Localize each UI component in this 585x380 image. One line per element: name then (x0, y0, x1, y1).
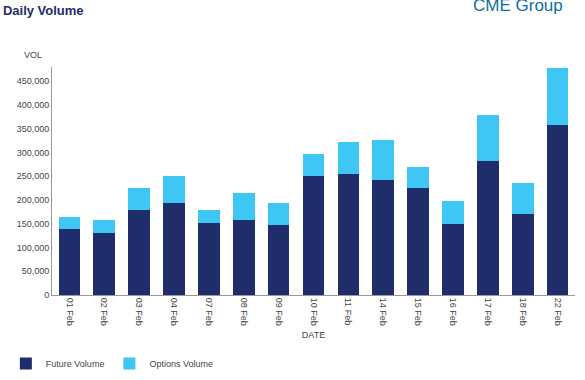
svg-text:50,000: 50,000 (22, 266, 50, 276)
svg-text:14 Feb: 14 Feb (378, 298, 388, 326)
svg-text:18 Feb: 18 Feb (518, 298, 528, 326)
svg-text:450,000: 450,000 (17, 76, 50, 86)
svg-text:09 Feb: 09 Feb (274, 298, 284, 326)
svg-text:Daily Volume: Daily Volume (3, 3, 84, 18)
svg-text:01 Feb: 01 Feb (65, 298, 75, 326)
svg-text:07 Feb: 07 Feb (204, 298, 214, 326)
svg-text:300,000: 300,000 (17, 148, 50, 158)
svg-text:200,000: 200,000 (17, 195, 50, 205)
svg-text:150,000: 150,000 (17, 219, 50, 229)
svg-text:Options Volume: Options Volume (149, 359, 213, 369)
svg-text:22 Feb: 22 Feb (553, 298, 563, 326)
svg-text:10 Feb: 10 Feb (309, 298, 319, 326)
svg-text:400,000: 400,000 (17, 100, 50, 110)
svg-text:03 Feb: 03 Feb (134, 298, 144, 326)
svg-text:11 Feb: 11 Feb (343, 298, 353, 325)
svg-text:04 Feb: 04 Feb (169, 298, 179, 326)
svg-text:15 Feb: 15 Feb (413, 298, 423, 326)
svg-text:Future Volume: Future Volume (46, 359, 105, 369)
svg-text:16 Feb: 16 Feb (448, 298, 458, 326)
svg-text:CME Group: CME Group (473, 0, 563, 15)
svg-text:100,000: 100,000 (17, 243, 50, 253)
svg-text:02 Feb: 02 Feb (99, 298, 109, 326)
svg-text:17 Feb: 17 Feb (483, 298, 493, 326)
svg-text:250,000: 250,000 (17, 171, 50, 181)
svg-text:08 Feb: 08 Feb (239, 298, 249, 326)
svg-text:350,000: 350,000 (17, 124, 50, 134)
svg-text:DATE: DATE (302, 330, 325, 340)
svg-text:0: 0 (44, 290, 49, 300)
svg-text:VOL: VOL (24, 50, 42, 60)
